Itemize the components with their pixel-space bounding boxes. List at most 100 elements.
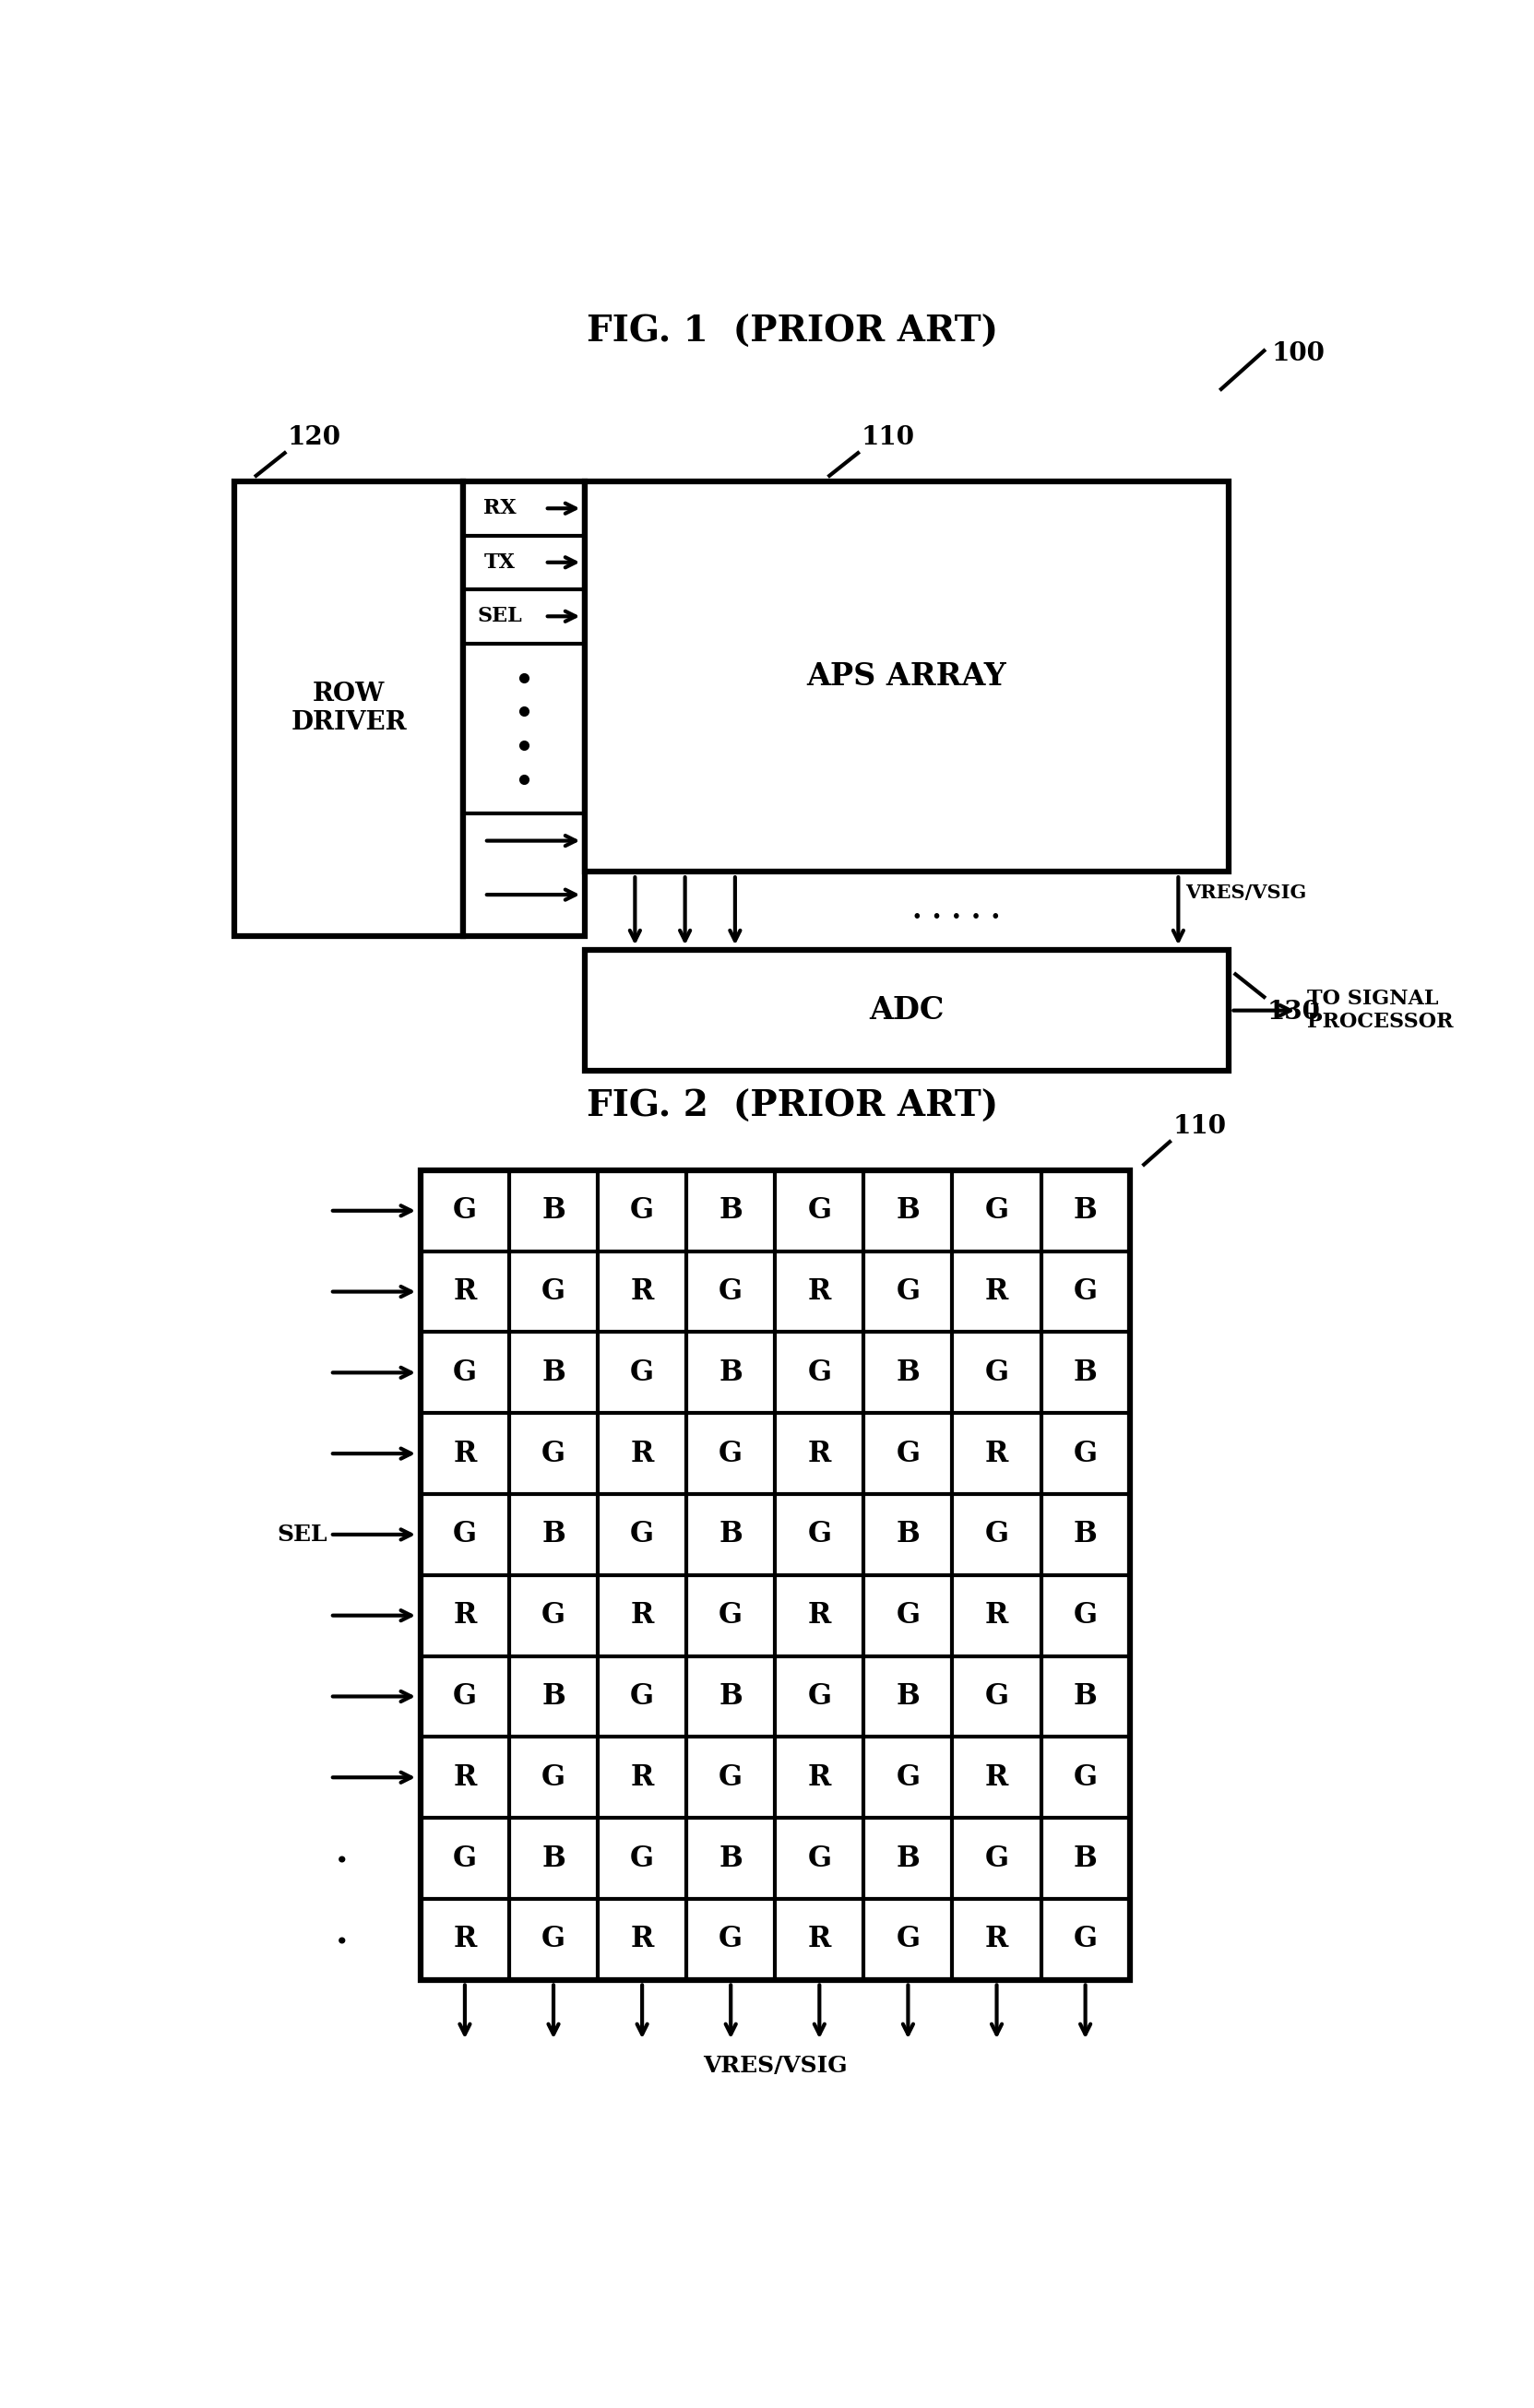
Text: G: G (542, 1763, 566, 1792)
Text: R: R (985, 1924, 1008, 1953)
Text: SEL: SEL (477, 607, 523, 626)
Text: B: B (896, 1845, 920, 1873)
Text: R: R (630, 1924, 653, 1953)
Bar (235, 482, 463, 937)
Text: R: R (453, 1763, 477, 1792)
Bar (420, 1170, 1129, 1979)
Text: R: R (630, 1601, 653, 1630)
Text: G: G (719, 1440, 742, 1469)
Text: G: G (896, 1440, 920, 1469)
Text: R: R (985, 1763, 1008, 1792)
Text: R: R (808, 1763, 831, 1792)
Text: G: G (719, 1763, 742, 1792)
Text: G: G (985, 1358, 1009, 1387)
Text: RX: RX (483, 498, 517, 518)
Text: B: B (542, 1683, 566, 1710)
Text: R: R (808, 1601, 831, 1630)
Text: B: B (1074, 1197, 1097, 1226)
Text: VRES/VSIG: VRES/VSIG (703, 2054, 847, 2078)
Text: R: R (808, 1924, 831, 1953)
Text: R: R (985, 1601, 1008, 1630)
Text: G: G (985, 1683, 1009, 1710)
Text: G: G (630, 1197, 653, 1226)
Text: G: G (807, 1519, 831, 1548)
Bar (584, 951, 1229, 1072)
Text: APS ARRAY: APS ARRAY (807, 662, 1006, 691)
Text: B: B (719, 1197, 742, 1226)
Text: G: G (453, 1358, 477, 1387)
Text: B: B (1074, 1683, 1097, 1710)
Text: SEL: SEL (278, 1524, 328, 1546)
Text: G: G (807, 1358, 831, 1387)
Text: R: R (630, 1276, 653, 1305)
Text: G: G (807, 1845, 831, 1873)
Text: G: G (630, 1845, 653, 1873)
Text: 120: 120 (287, 426, 341, 450)
Text: 130: 130 (1267, 999, 1321, 1026)
Text: R: R (453, 1276, 477, 1305)
Text: G: G (630, 1519, 653, 1548)
Text: .: . (336, 1835, 348, 1871)
Text: R: R (630, 1440, 653, 1469)
Text: G: G (896, 1763, 920, 1792)
Text: B: B (896, 1358, 920, 1387)
Text: B: B (542, 1519, 566, 1548)
Text: B: B (719, 1845, 742, 1873)
Text: G: G (630, 1683, 653, 1710)
Text: G: G (896, 1924, 920, 1953)
Text: G: G (542, 1276, 566, 1305)
Text: B: B (719, 1358, 742, 1387)
Text: FIG. 2  (PRIOR ART): FIG. 2 (PRIOR ART) (586, 1088, 999, 1125)
Text: .: . (336, 1917, 348, 1950)
Text: . . . . .: . . . . . (913, 896, 1000, 925)
Text: G: G (896, 1276, 920, 1305)
Text: B: B (1074, 1358, 1097, 1387)
Text: ADC: ADC (870, 995, 943, 1026)
Text: VRES/VSIG: VRES/VSIG (1186, 884, 1307, 901)
Text: R: R (985, 1276, 1008, 1305)
Text: B: B (542, 1358, 566, 1387)
Text: G: G (542, 1440, 566, 1469)
Text: B: B (896, 1197, 920, 1226)
Text: R: R (985, 1440, 1008, 1469)
Text: G: G (807, 1197, 831, 1226)
Text: G: G (1074, 1763, 1097, 1792)
Text: R: R (453, 1924, 477, 1953)
Text: ROW
DRIVER: ROW DRIVER (291, 681, 407, 734)
Text: G: G (807, 1683, 831, 1710)
Text: G: G (985, 1197, 1009, 1226)
Text: B: B (719, 1683, 742, 1710)
Text: R: R (808, 1276, 831, 1305)
Text: B: B (542, 1845, 566, 1873)
Text: G: G (1074, 1440, 1097, 1469)
Text: G: G (985, 1845, 1009, 1873)
Text: 110: 110 (1172, 1115, 1226, 1139)
Text: 100: 100 (1272, 342, 1324, 366)
Text: G: G (453, 1683, 477, 1710)
Text: G: G (630, 1358, 653, 1387)
Text: G: G (453, 1519, 477, 1548)
Text: G: G (542, 1601, 566, 1630)
Text: B: B (719, 1519, 742, 1548)
Text: G: G (1074, 1276, 1097, 1305)
Text: B: B (1074, 1845, 1097, 1873)
Text: FIG. 1  (PRIOR ART): FIG. 1 (PRIOR ART) (586, 315, 999, 349)
Text: G: G (453, 1197, 477, 1226)
Text: R: R (808, 1440, 831, 1469)
Text: G: G (985, 1519, 1009, 1548)
Text: G: G (542, 1924, 566, 1953)
Text: G: G (719, 1276, 742, 1305)
Text: R: R (453, 1440, 477, 1469)
Text: G: G (719, 1601, 742, 1630)
Text: G: G (896, 1601, 920, 1630)
Bar (463, 482, 584, 937)
Text: B: B (1074, 1519, 1097, 1548)
Text: TX: TX (485, 551, 515, 573)
Text: B: B (896, 1519, 920, 1548)
Text: R: R (453, 1601, 477, 1630)
Text: G: G (1074, 1924, 1097, 1953)
Text: G: G (1074, 1601, 1097, 1630)
Text: 110: 110 (861, 426, 914, 450)
Text: R: R (630, 1763, 653, 1792)
Text: G: G (719, 1924, 742, 1953)
